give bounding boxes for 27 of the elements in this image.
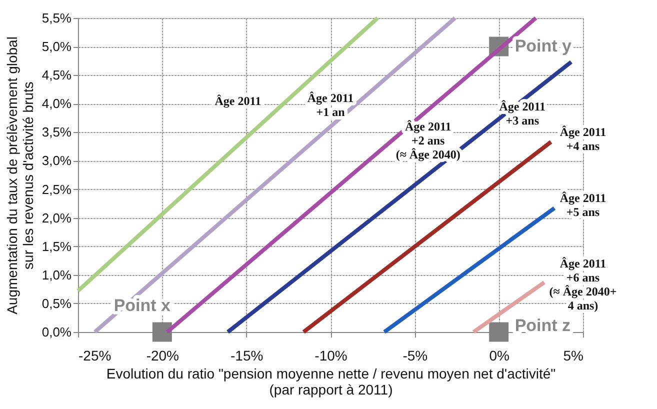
- series-label: Âge 2011 +5 ans: [560, 190, 606, 219]
- y-tick-label: 5,5%: [42, 10, 72, 26]
- y-tick-label: 1,0%: [42, 267, 72, 282]
- x-tick-label: 0%: [489, 348, 510, 364]
- y-tick-label: 0,5%: [42, 296, 72, 311]
- y-tick-label: 2,0%: [42, 210, 72, 226]
- y-tick-label: 4,0%: [42, 96, 72, 112]
- y-tick-label: 0,0%: [42, 324, 72, 340]
- series-label: Âge 2011 +1 an: [307, 90, 354, 119]
- y-tick-label: 1,5%: [42, 238, 72, 254]
- y-tick-label: 3,5%: [42, 124, 72, 140]
- y-tick-label: 2,5%: [42, 182, 72, 197]
- series-label: Âge 2011 +4 ans: [560, 125, 606, 154]
- series-label: Âge 2011 +6 ans (≈ Âge 2040+ 4 ans): [549, 256, 617, 312]
- x-tick-label: -5%: [402, 348, 428, 364]
- x-tick-label: -15%: [230, 348, 264, 364]
- series-label: Âge 2011: [214, 94, 262, 108]
- x-tick-label: 5%: [563, 348, 584, 364]
- x-tick-label: -20%: [146, 348, 180, 364]
- x-axis-title: Evolution du ratio "pension moyenne nette / revenu moyen net d'activité" (par rapport à 2011): [106, 366, 556, 398]
- y-axis-title: Augmentation du taux de prélèvement global sur les revenus d'activité bruts: [4, 36, 36, 314]
- y-tick-label: 4,5%: [42, 68, 72, 83]
- x-tick-label: -25%: [78, 348, 112, 364]
- x-tick-label: -10%: [314, 348, 348, 364]
- annotation: Point z: [514, 316, 571, 335]
- y-tick-label: 5,0%: [42, 39, 72, 54]
- y-tick-label: 3,0%: [42, 153, 72, 168]
